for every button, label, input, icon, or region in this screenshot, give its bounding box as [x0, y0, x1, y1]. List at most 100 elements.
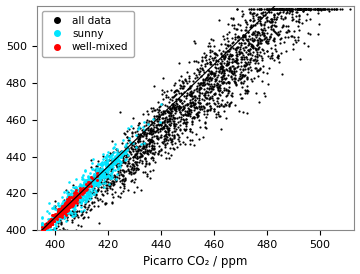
Point: [102, 168, 108, 172]
Point: [98, 174, 104, 179]
Point: [85, 190, 91, 194]
Point: [243, 61, 248, 65]
Point: [63, 207, 68, 212]
Point: [81, 180, 87, 184]
Point: [73, 185, 79, 190]
Point: [108, 177, 113, 181]
Point: [99, 166, 105, 171]
Point: [82, 185, 88, 190]
Point: [329, 7, 334, 12]
Point: [239, 36, 244, 41]
Point: [160, 116, 166, 121]
Point: [279, 7, 285, 12]
Point: [104, 191, 109, 196]
Point: [81, 193, 86, 197]
Point: [90, 178, 95, 182]
Point: [57, 209, 62, 213]
Point: [195, 59, 201, 64]
Point: [159, 88, 165, 92]
Point: [191, 39, 197, 44]
Point: [154, 127, 160, 132]
Point: [72, 195, 78, 200]
Point: [251, 7, 256, 12]
Point: [49, 228, 55, 232]
Point: [130, 162, 136, 166]
Point: [56, 215, 62, 219]
Point: [162, 141, 167, 146]
Point: [307, 7, 313, 12]
Point: [248, 44, 254, 48]
Point: [145, 152, 151, 156]
Point: [303, 18, 309, 22]
Point: [283, 7, 288, 12]
Point: [166, 117, 172, 121]
Point: [214, 85, 220, 89]
Point: [196, 93, 202, 98]
Point: [53, 214, 59, 219]
Point: [79, 197, 85, 201]
Point: [101, 172, 107, 177]
Point: [120, 160, 126, 164]
Point: [210, 85, 216, 89]
Point: [210, 96, 215, 101]
Point: [249, 45, 255, 50]
Point: [267, 35, 273, 39]
Point: [68, 201, 74, 206]
Point: [211, 72, 217, 77]
Point: [100, 173, 106, 178]
Point: [166, 109, 171, 114]
Point: [67, 201, 73, 205]
X-axis label: Picarro CO₂ / ppm: Picarro CO₂ / ppm: [143, 255, 248, 269]
Point: [63, 205, 69, 209]
Point: [219, 64, 225, 68]
Point: [48, 217, 54, 222]
Point: [125, 161, 130, 165]
Point: [55, 210, 61, 214]
Point: [71, 196, 76, 200]
Point: [61, 216, 67, 220]
Point: [90, 200, 95, 205]
Point: [131, 144, 137, 149]
Point: [255, 55, 260, 59]
Point: [102, 174, 107, 179]
Point: [85, 179, 90, 183]
Point: [77, 185, 83, 190]
Point: [211, 107, 216, 112]
Point: [321, 7, 327, 12]
Point: [121, 186, 127, 190]
Point: [72, 186, 78, 190]
Point: [247, 41, 252, 45]
Point: [211, 74, 217, 78]
Point: [171, 119, 177, 123]
Point: [81, 173, 86, 177]
Point: [252, 33, 257, 37]
Point: [59, 212, 64, 216]
Point: [86, 188, 92, 193]
Point: [250, 58, 256, 62]
Point: [172, 124, 178, 128]
Point: [202, 125, 207, 129]
Point: [107, 181, 112, 186]
Point: [133, 133, 139, 137]
Point: [260, 64, 266, 68]
Point: [57, 209, 63, 213]
Legend: all data, sunny, well-mixed: all data, sunny, well-mixed: [42, 11, 134, 58]
Point: [187, 127, 193, 131]
Point: [62, 206, 67, 210]
Point: [135, 139, 140, 144]
Point: [63, 214, 69, 218]
Point: [202, 51, 207, 56]
Point: [105, 158, 111, 162]
Point: [297, 57, 303, 61]
Point: [144, 149, 150, 153]
Point: [160, 125, 166, 130]
Point: [223, 67, 229, 71]
Point: [88, 165, 94, 169]
Point: [234, 7, 240, 12]
Point: [234, 27, 240, 31]
Point: [103, 154, 109, 159]
Point: [104, 171, 110, 175]
Point: [101, 170, 107, 175]
Point: [166, 113, 172, 117]
Point: [103, 168, 109, 172]
